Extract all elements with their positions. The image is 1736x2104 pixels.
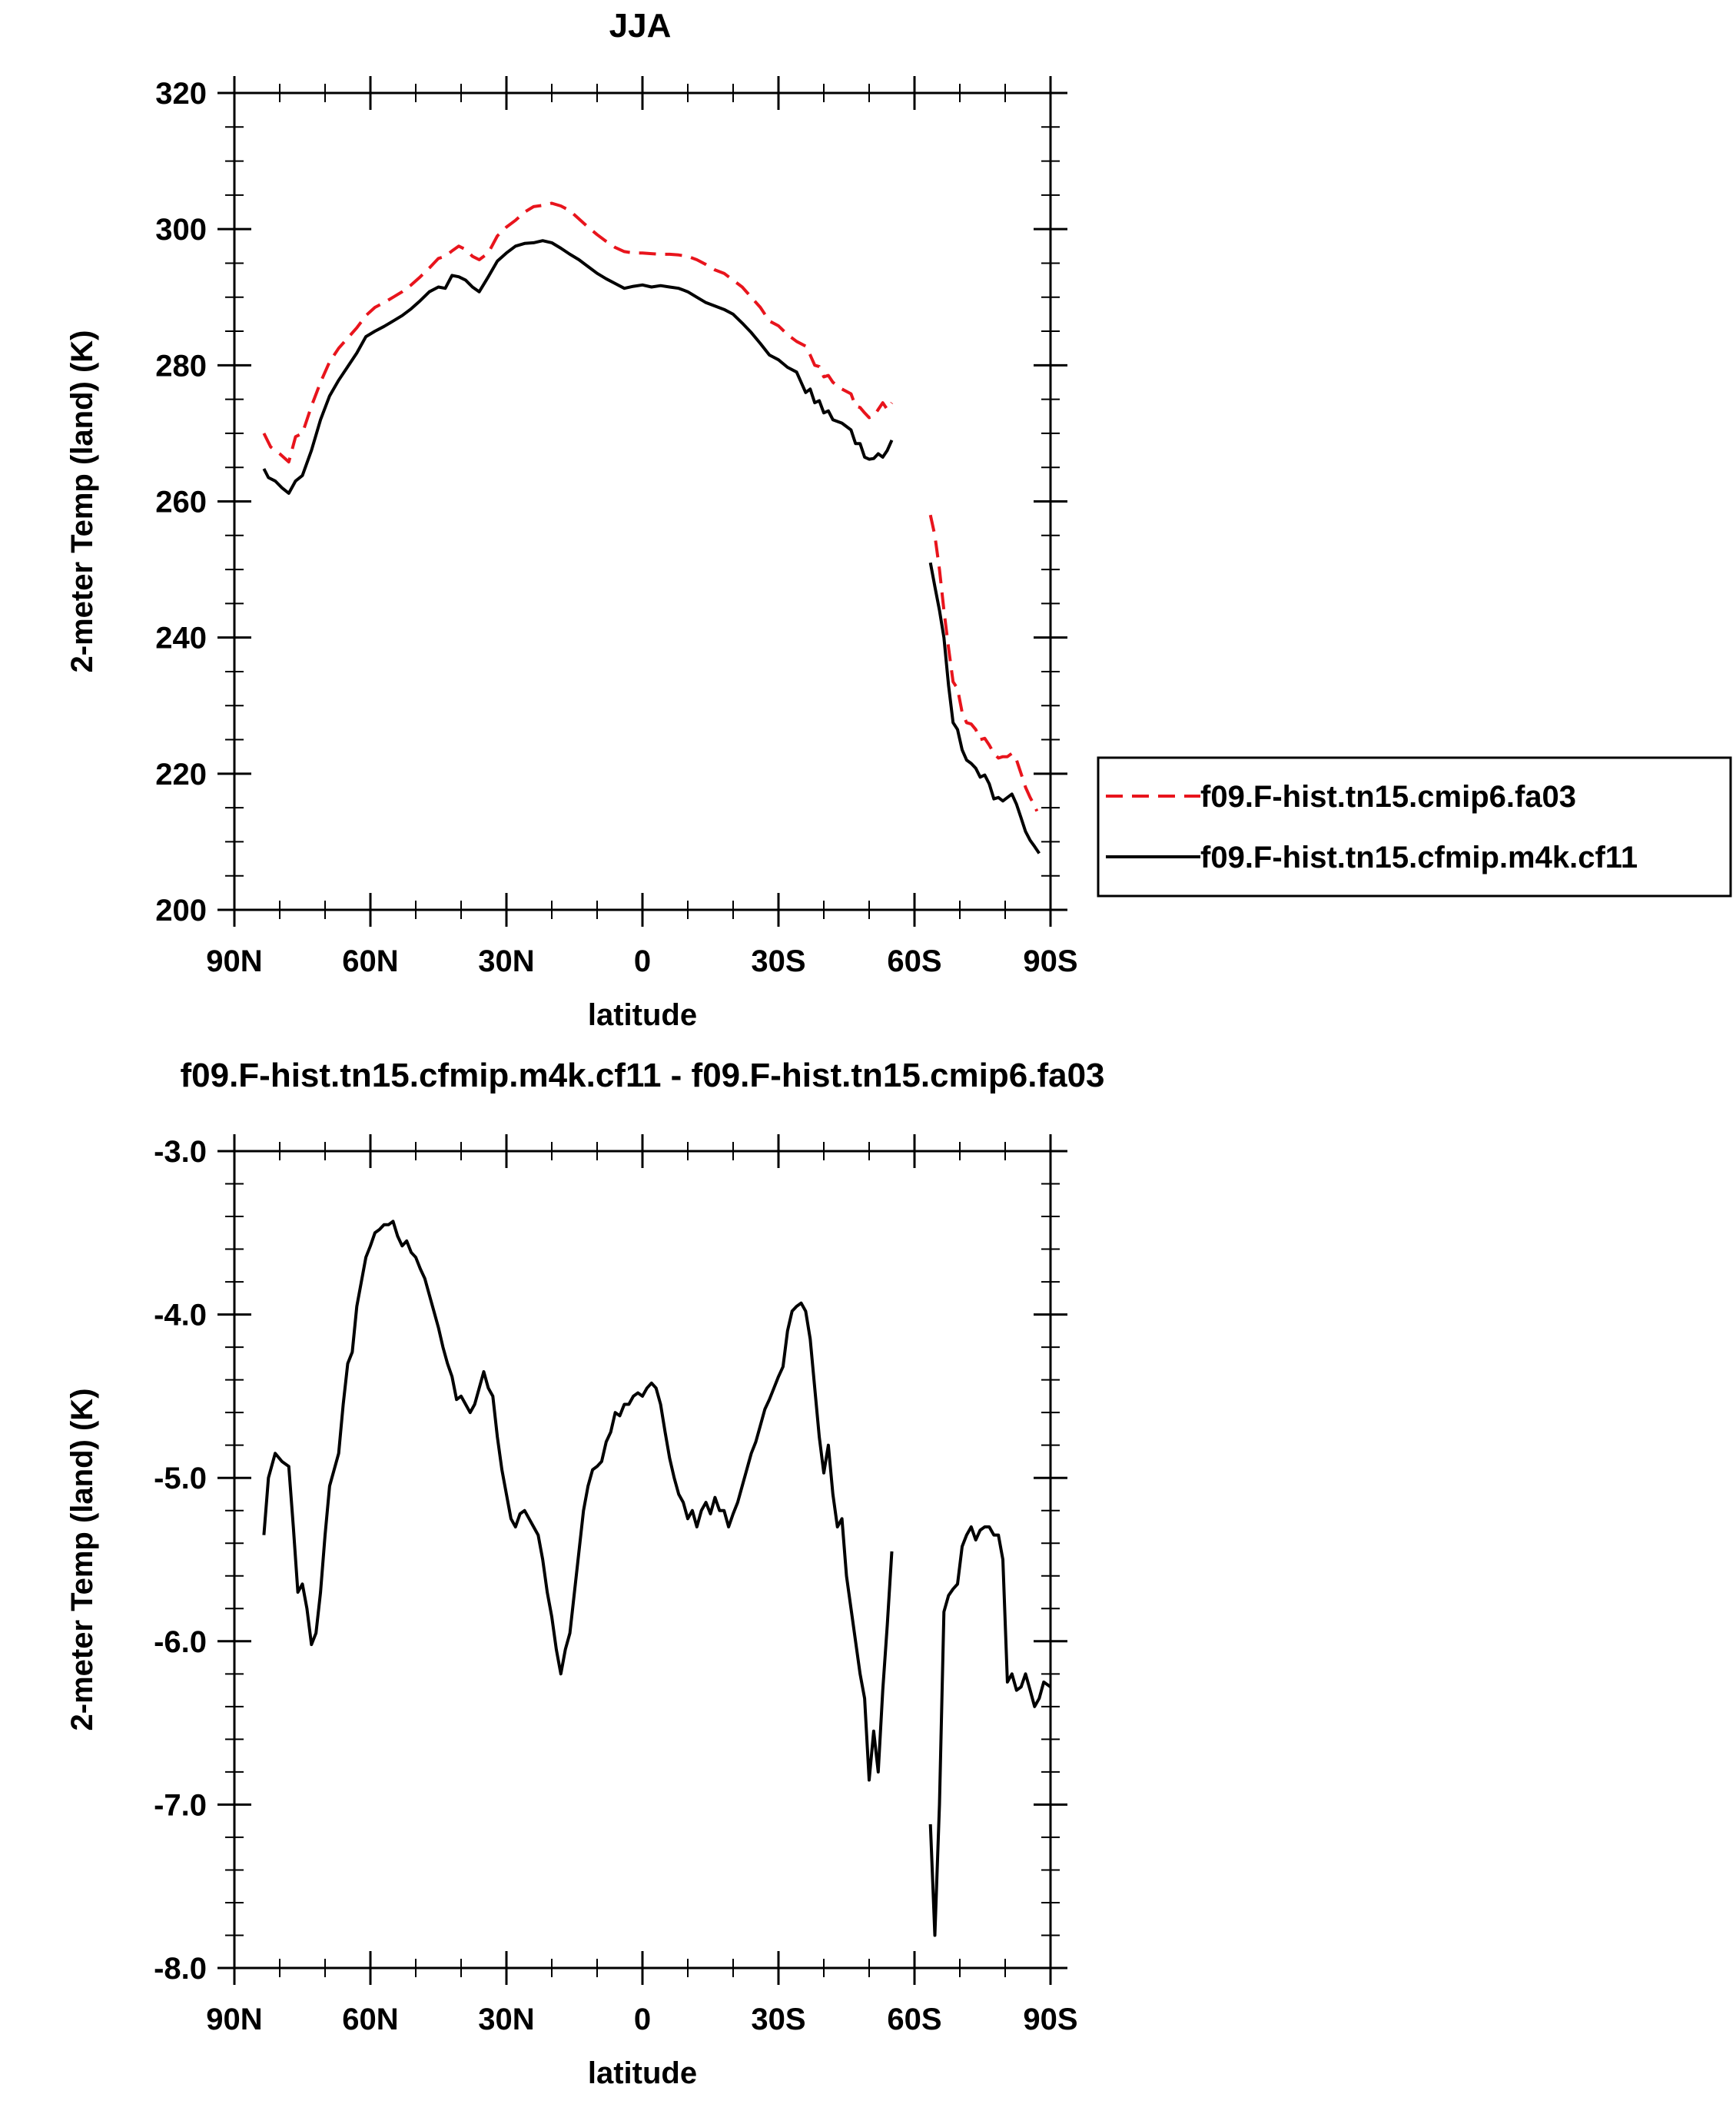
difference-chart: f09.F-hist.tn15.cfmip.m4k.cf11 - f09.F-h… bbox=[65, 1057, 1105, 2090]
y-tick-label: 280 bbox=[155, 349, 207, 383]
difference-chart-y-label: 2-meter Temp (land) (K) bbox=[65, 1389, 99, 1731]
difference-chart-lines bbox=[262, 1220, 1052, 1937]
x-tick-label: 90S bbox=[1023, 944, 1077, 978]
y-tick-label: 300 bbox=[155, 213, 207, 247]
difference-chart-x-label: latitude bbox=[588, 2056, 697, 2090]
x-tick-label: 30N bbox=[478, 944, 534, 978]
temperature-chart-series-0-segment-0 bbox=[262, 201, 894, 464]
temperature-chart-y-label: 2-meter Temp (land) (K) bbox=[65, 330, 99, 673]
y-tick-label: -6.0 bbox=[154, 1625, 207, 1659]
y-tick-label: -4.0 bbox=[154, 1299, 207, 1332]
y-tick-label: 220 bbox=[155, 758, 207, 791]
legend: f09.F-hist.tn15.cmip6.fa03 f09.F-hist.tn… bbox=[1097, 756, 1732, 898]
temperature-chart-series-1-segment-1 bbox=[928, 562, 1041, 855]
y-tick-label: 240 bbox=[155, 622, 207, 655]
x-tick-label: 60S bbox=[887, 2003, 941, 2036]
difference-chart-title: f09.F-hist.tn15.cfmip.m4k.cf11 - f09.F-h… bbox=[180, 1057, 1104, 1094]
x-tick-label: 90N bbox=[206, 944, 262, 978]
temperature-chart-lines bbox=[262, 201, 1041, 855]
difference-chart-series-0-segment-1 bbox=[928, 1525, 1052, 1937]
x-tick-label: 60S bbox=[887, 944, 941, 978]
x-tick-label: 0 bbox=[634, 944, 651, 978]
x-tick-label: 30S bbox=[751, 944, 805, 978]
y-tick-label: -8.0 bbox=[154, 1952, 207, 1986]
difference-chart-series-0-segment-0 bbox=[262, 1220, 894, 1782]
temperature-chart-frame bbox=[233, 91, 1052, 911]
y-tick-label: 260 bbox=[155, 486, 207, 519]
temperature-chart-title: JJA bbox=[609, 7, 672, 45]
temperature-chart-series-0-segment-1 bbox=[928, 514, 1039, 812]
y-tick-label: -3.0 bbox=[154, 1135, 207, 1169]
x-tick-label: 30N bbox=[478, 2003, 534, 2036]
difference-chart-tick-labels: 90N 60N 30N 0 30S 60S 90S -8.0 -7.0 -6.0 -5.0 -4.0 -… bbox=[154, 1135, 1078, 2036]
temperature-chart-x-label: latitude bbox=[588, 998, 697, 1032]
legend-label-cf11: f09.F-hist.tn15.cfmip.m4k.cf11 bbox=[1200, 841, 1638, 874]
temperature-chart-tick-labels: 90N 60N 30N 0 30S 60S 90S 200 220 240 260 280 300 320 bbox=[155, 77, 1077, 978]
temperature-chart-series-1-segment-0 bbox=[262, 239, 894, 495]
y-tick-label: -5.0 bbox=[154, 1462, 207, 1495]
legend-box bbox=[1097, 756, 1732, 898]
y-tick-label: 320 bbox=[155, 77, 207, 111]
x-tick-label: 60N bbox=[342, 944, 398, 978]
x-tick-label: 90S bbox=[1023, 2003, 1077, 2036]
x-tick-label: 60N bbox=[342, 2003, 398, 2036]
y-tick-label: -7.0 bbox=[154, 1788, 207, 1822]
x-tick-label: 0 bbox=[634, 2003, 651, 2036]
y-tick-label: 200 bbox=[155, 894, 207, 928]
temperature-chart: JJA 90N 60N 30N 0 30S 60S 90S 200 220 240 260 280 30… bbox=[65, 7, 1732, 1032]
legend-label-fa03: f09.F-hist.tn15.cmip6.fa03 bbox=[1200, 780, 1576, 814]
x-tick-label: 90N bbox=[206, 2003, 262, 2036]
difference-chart-frame bbox=[233, 1150, 1052, 1970]
x-tick-label: 30S bbox=[751, 2003, 805, 2036]
